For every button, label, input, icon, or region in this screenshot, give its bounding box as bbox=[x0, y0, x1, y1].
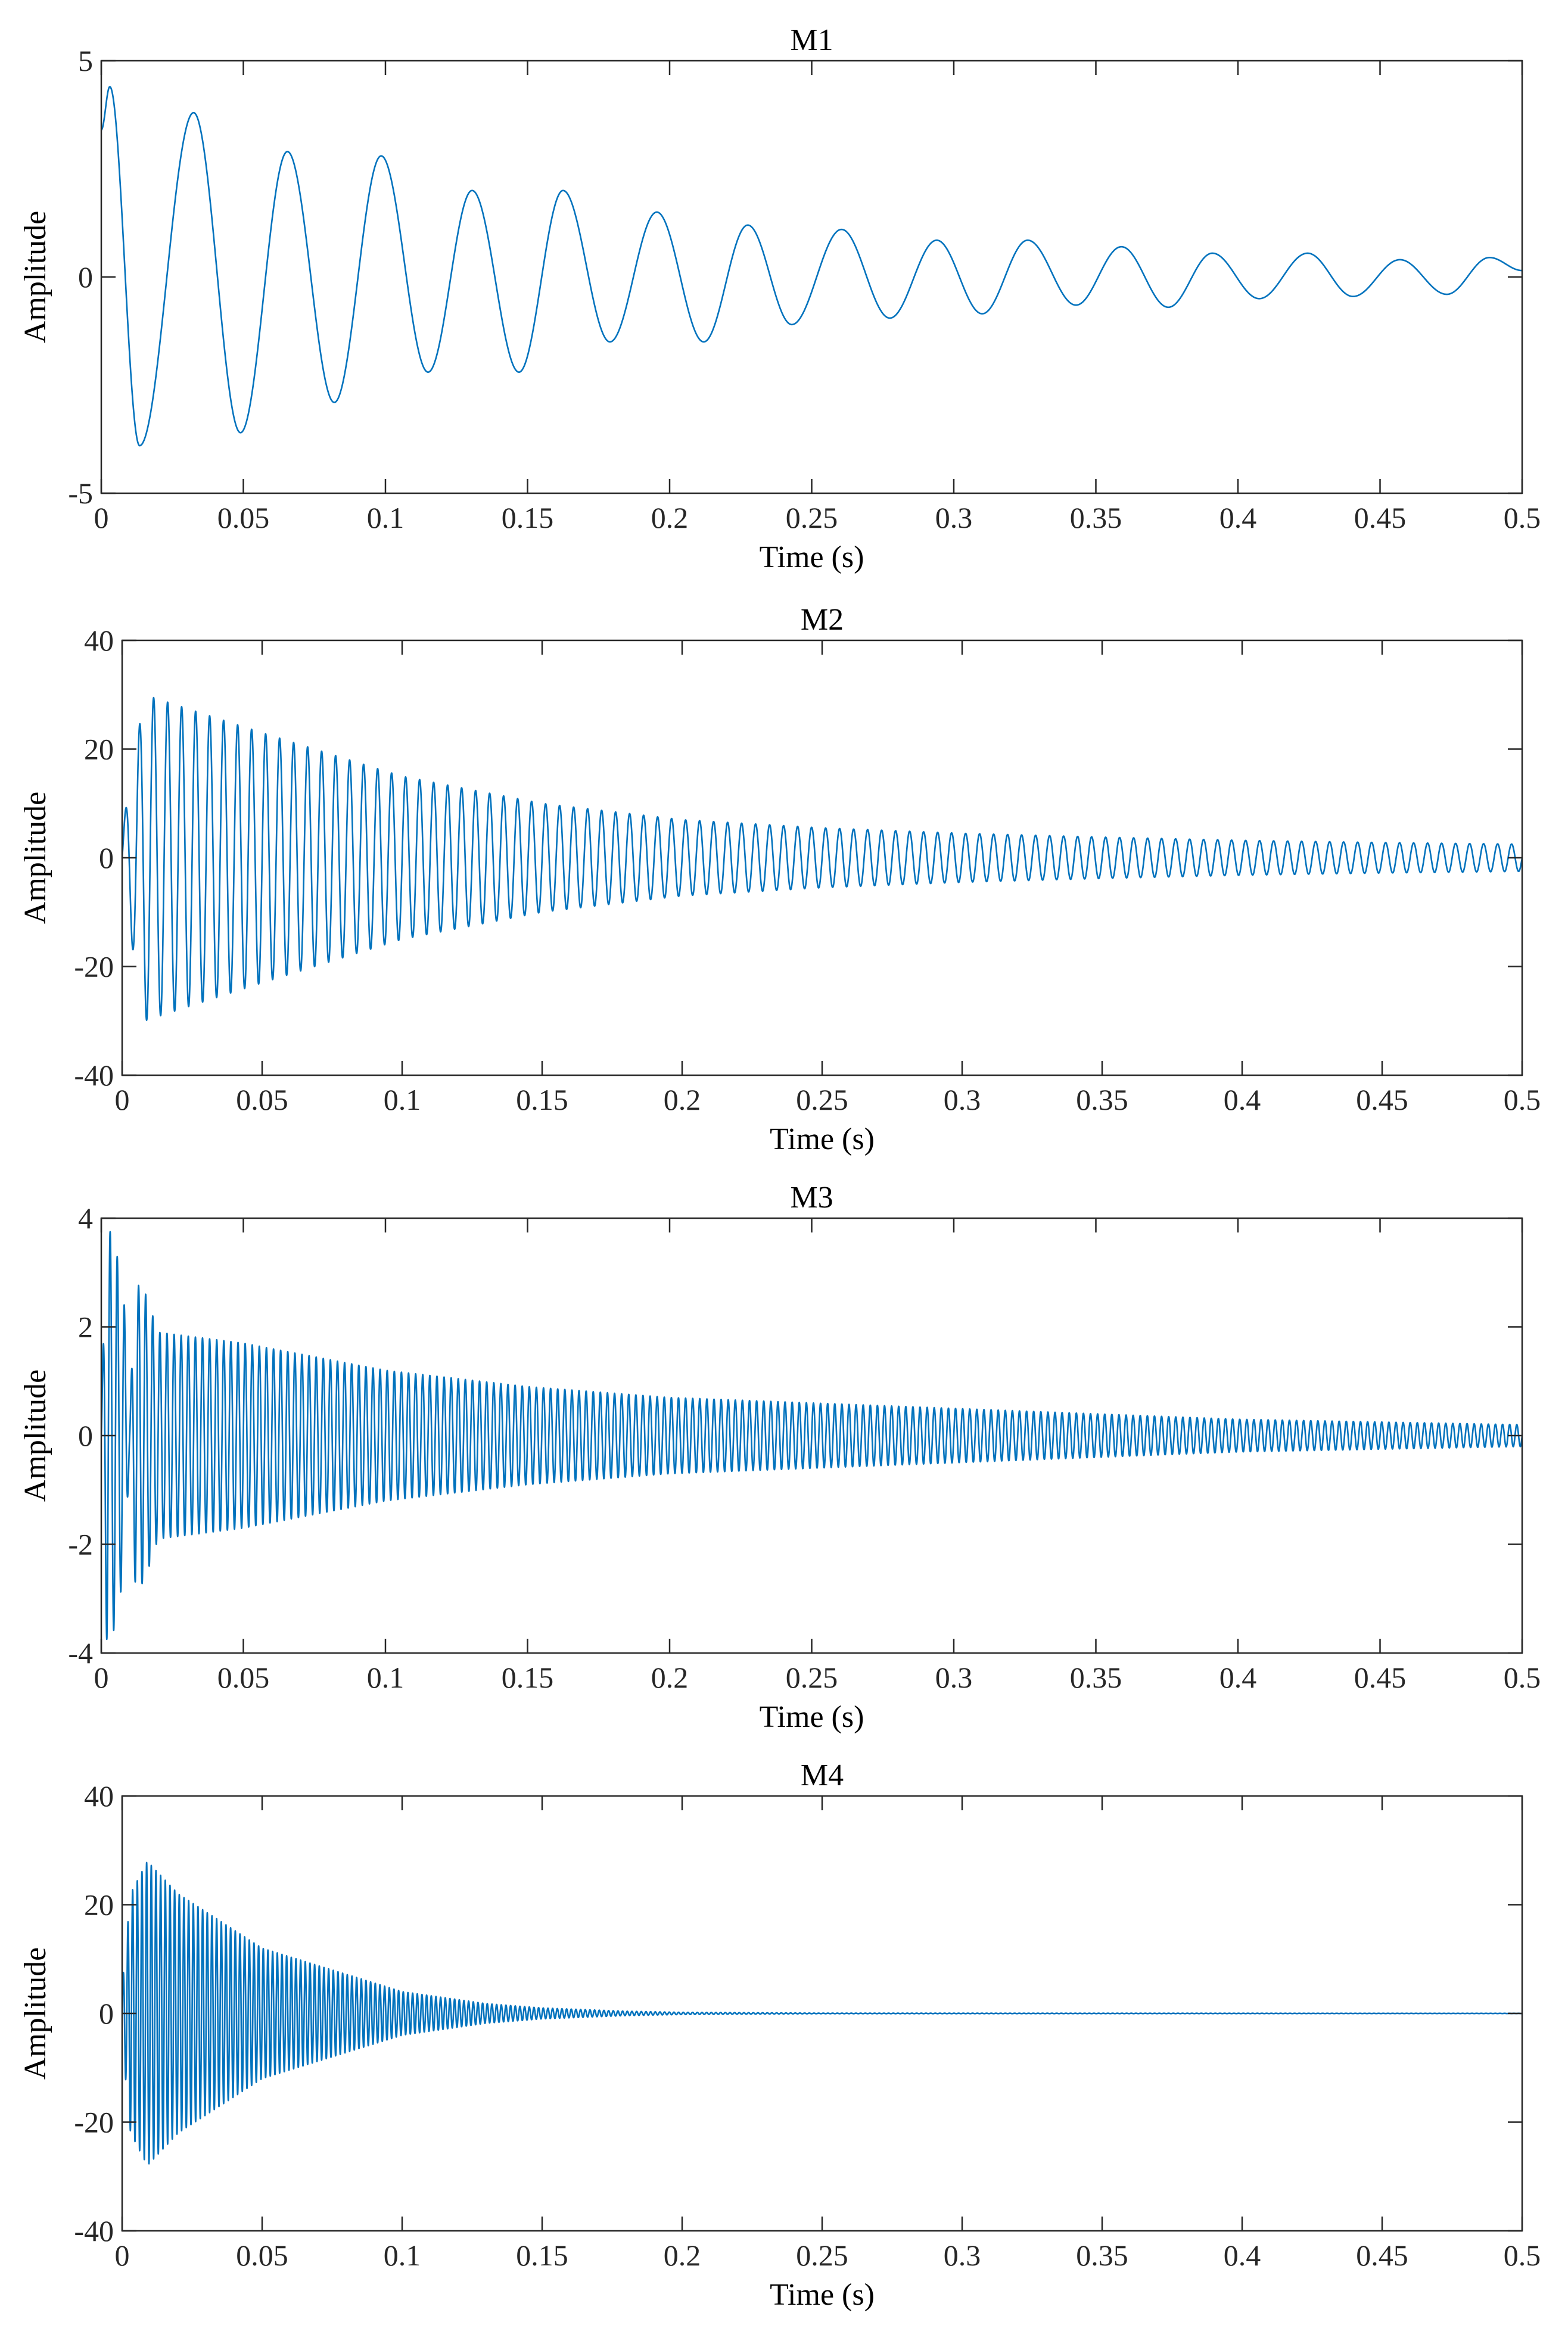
x-axis-label: Time (s) bbox=[760, 540, 864, 574]
y-tick-label: -40 bbox=[74, 1059, 114, 1092]
y-tick-label: 40 bbox=[84, 624, 114, 657]
x-tick-label: 0.45 bbox=[1354, 501, 1407, 534]
y-tick-label: -4 bbox=[68, 1636, 93, 1670]
y-tick-label: 20 bbox=[84, 733, 114, 766]
y-tick-label: -40 bbox=[74, 2214, 114, 2248]
series-line-m1 bbox=[101, 86, 1522, 447]
x-tick-label: 0.45 bbox=[1356, 1083, 1408, 1116]
x-tick-label: 0 bbox=[115, 1083, 130, 1116]
x-tick-label: 0.25 bbox=[786, 501, 838, 534]
x-axis-label: Time (s) bbox=[770, 1122, 875, 1156]
series-line-m3 bbox=[101, 1231, 1522, 1641]
x-tick-label: 0.3 bbox=[944, 1083, 981, 1116]
x-tick-label: 0.2 bbox=[651, 501, 689, 534]
x-tick-label: 0.05 bbox=[217, 501, 270, 534]
x-tick-label: 0.4 bbox=[1224, 1083, 1261, 1116]
x-tick-label: 0.15 bbox=[516, 1083, 568, 1116]
x-tick-label: 0.5 bbox=[1504, 2239, 1541, 2272]
y-tick-label: 0 bbox=[99, 841, 114, 874]
panel-m3: 0 0.05 0.1 0.15 0.2 0.25 0.3 0.35 0.4 0.45 0.5 -4 -2… bbox=[18, 1181, 1541, 1734]
y-axis-label: Amplitude bbox=[18, 1369, 52, 1502]
chart-title: M2 bbox=[801, 603, 844, 637]
chart-title: M4 bbox=[801, 1758, 844, 1792]
x-tick-label: 0.15 bbox=[502, 501, 554, 534]
x-axis-label: Time (s) bbox=[760, 1700, 864, 1734]
x-tick-label: 0.05 bbox=[236, 1083, 288, 1116]
x-tick-label: 0 bbox=[94, 501, 109, 534]
y-tick-label: 4 bbox=[78, 1201, 93, 1235]
panel-m4: 0 0.05 0.1 0.15 0.2 0.25 0.3 0.35 0.4 0.45 0.5 -40 -… bbox=[18, 1758, 1541, 2312]
x-tick-label: 0.1 bbox=[384, 2239, 421, 2272]
y-tick-label: 2 bbox=[78, 1311, 93, 1344]
x-tick-label: 0.2 bbox=[651, 1661, 689, 1694]
x-tick-label: 0.35 bbox=[1070, 1661, 1122, 1694]
panel-m1: 0 0.05 0.1 0.15 0.2 0.25 0.3 0.35 0.4 0.45 0.5-505… bbox=[18, 23, 1541, 574]
x-tick-label: 0.1 bbox=[384, 1083, 421, 1116]
x-tick-label: 0.05 bbox=[217, 1661, 270, 1694]
plot-frame bbox=[100, 60, 1523, 494]
y-tick-label: -5 bbox=[68, 477, 93, 510]
x-tick-label: 0.2 bbox=[664, 1083, 701, 1116]
x-axis-label: Time (s) bbox=[770, 2278, 875, 2312]
x-tick-label: 0.45 bbox=[1356, 2239, 1408, 2272]
x-tick-label: 0.5 bbox=[1504, 1661, 1541, 1694]
chart-title: M1 bbox=[790, 23, 833, 57]
y-tick-label: 0 bbox=[78, 1419, 93, 1452]
x-tick-label: 0.35 bbox=[1070, 501, 1122, 534]
y-tick-label: 0 bbox=[78, 260, 93, 294]
y-axis-label: Amplitude bbox=[18, 1947, 52, 2080]
series-line-m4 bbox=[122, 1862, 1522, 2165]
x-tick-label: 0.25 bbox=[796, 2239, 848, 2272]
x-tick-label: 0.35 bbox=[1076, 1083, 1128, 1116]
x-tick-label: 0.4 bbox=[1219, 501, 1257, 534]
x-tick-label: 0.2 bbox=[664, 2239, 701, 2272]
y-axis-label: Amplitude bbox=[18, 792, 52, 924]
y-tick-label: -20 bbox=[74, 950, 114, 983]
x-tick-label: 0.3 bbox=[935, 501, 973, 534]
y-tick-label: 40 bbox=[84, 1779, 114, 1813]
y-tick-label: -2 bbox=[68, 1528, 93, 1561]
x-tick-label: 0.05 bbox=[236, 2239, 288, 2272]
y-tick-label: 20 bbox=[84, 1888, 114, 1922]
x-tick-label: 0.4 bbox=[1224, 2239, 1261, 2272]
y-axis-label: Amplitude bbox=[18, 211, 52, 343]
x-tick-label: 0.5 bbox=[1504, 501, 1541, 534]
x-tick-label: 0.1 bbox=[367, 1661, 405, 1694]
x-tick-label: 0 bbox=[115, 2239, 130, 2272]
x-tick-label: 0.15 bbox=[516, 2239, 568, 2272]
chart-title: M3 bbox=[790, 1181, 833, 1215]
x-tick-label: 0.15 bbox=[502, 1661, 554, 1694]
x-tick-label: 0.25 bbox=[786, 1661, 838, 1694]
x-tick-label: 0.4 bbox=[1219, 1661, 1257, 1694]
y-tick-label: -20 bbox=[74, 2106, 114, 2139]
x-tick-label: 0.35 bbox=[1076, 2239, 1128, 2272]
y-tick-label: 5 bbox=[78, 44, 93, 77]
x-tick-label: 0.3 bbox=[935, 1661, 973, 1694]
x-tick-label: 0 bbox=[94, 1661, 109, 1694]
x-tick-label: 0.45 bbox=[1354, 1661, 1407, 1694]
x-tick-label: 0.25 bbox=[796, 1083, 848, 1116]
x-tick-label: 0.1 bbox=[367, 501, 405, 534]
x-tick-label: 0.3 bbox=[944, 2239, 981, 2272]
x-tick-label: 0.5 bbox=[1504, 1083, 1541, 1116]
series-line-m2 bbox=[122, 696, 1522, 1021]
y-tick-label: 0 bbox=[99, 1997, 114, 2030]
panel-m2: 0 0.05 0.1 0.15 0.2 0.25 0.3 0.35 0.4 0.45 0.5 -40 -… bbox=[18, 603, 1541, 1156]
